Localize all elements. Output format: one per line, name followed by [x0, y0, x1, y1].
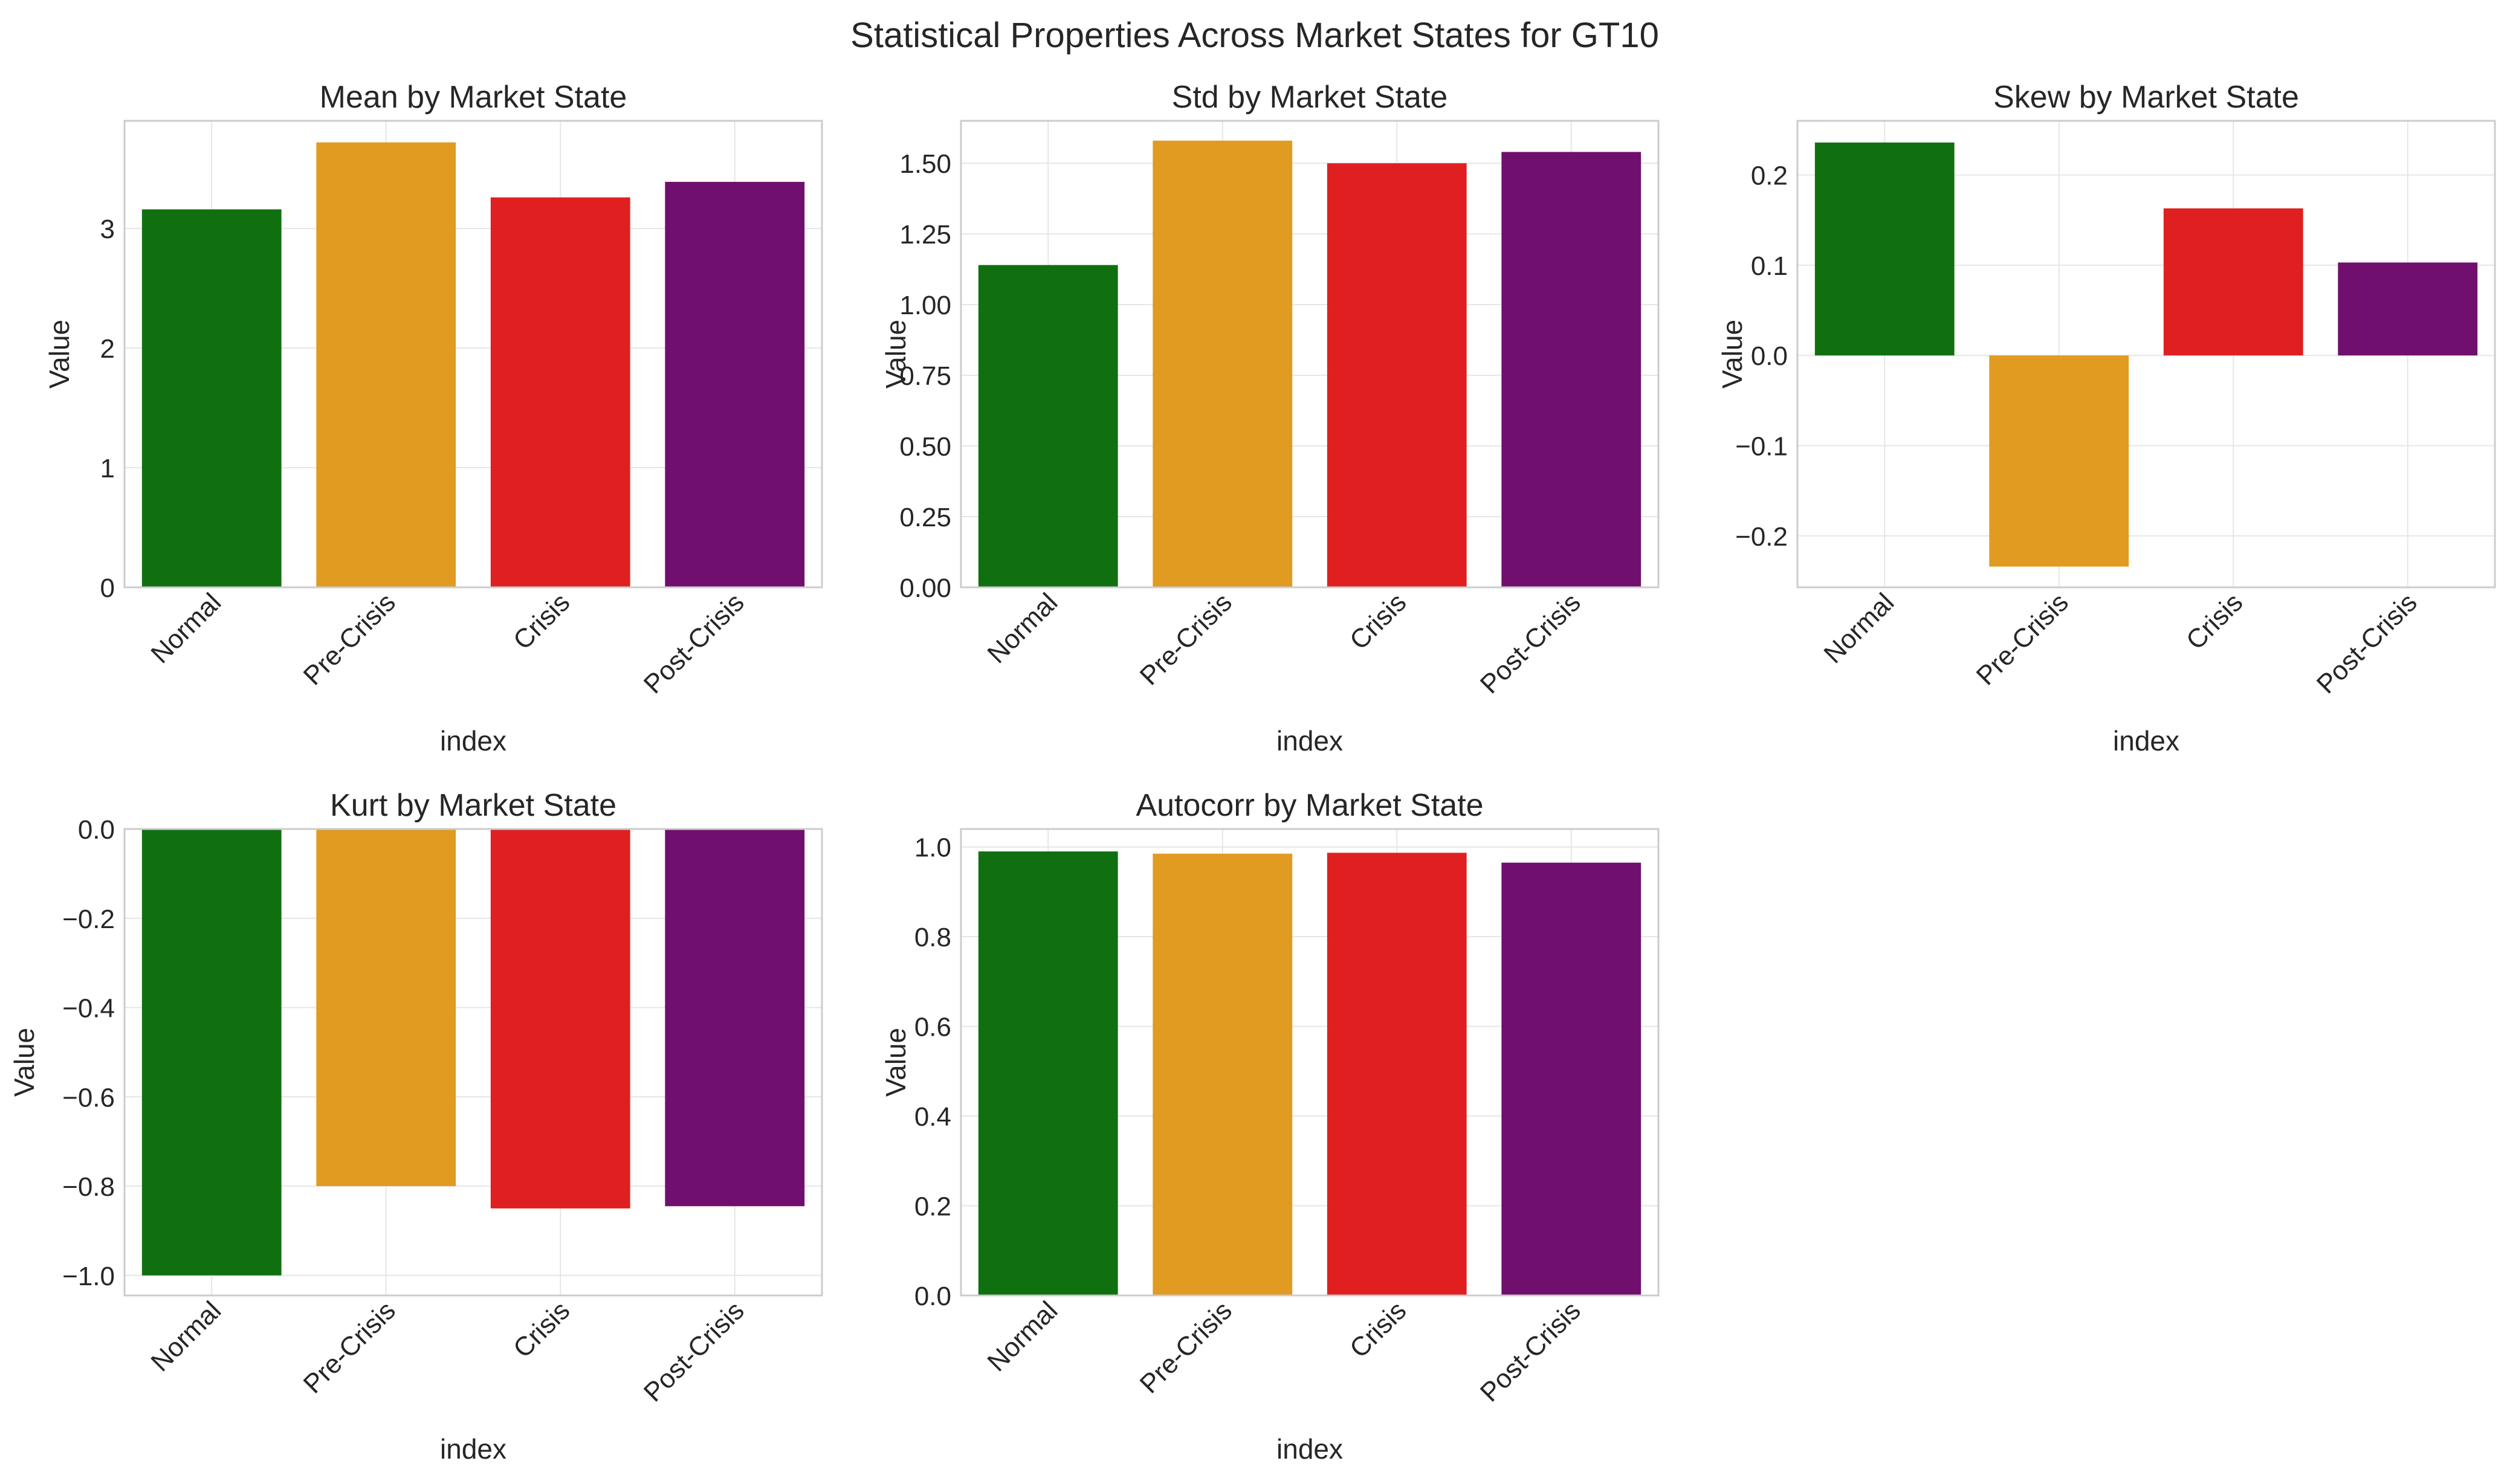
x-axis-label: index	[1276, 725, 1343, 757]
y-tick-label: 0.00	[899, 573, 951, 603]
y-tick-label: −0.8	[62, 1172, 115, 1202]
y-tick-label: 0.25	[899, 503, 951, 532]
y-tick-label: 3	[100, 215, 115, 244]
bar-post-crisis	[1501, 862, 1642, 1295]
y-tick-label: 0.50	[899, 432, 951, 462]
y-tick-label: 1.0	[914, 833, 951, 863]
bar-post-crisis	[2338, 262, 2478, 356]
bar-normal	[978, 851, 1118, 1295]
y-tick-label: 0.0	[78, 815, 115, 845]
y-tick-label: 1.50	[899, 149, 951, 179]
subplot-title: Kurt by Market State	[330, 788, 616, 823]
bar-pre-crisis	[316, 142, 456, 588]
bar-post-crisis	[665, 181, 805, 587]
axes-frame	[123, 828, 823, 1297]
y-tick-label: 0.2	[1751, 161, 1788, 191]
y-tick-label: 1.00	[899, 291, 951, 320]
y-tick-label: −1.0	[62, 1262, 115, 1291]
y-axis-label: Value	[1716, 320, 1748, 389]
y-tick-label: 0.8	[914, 923, 951, 952]
y-tick-label: 0.75	[899, 361, 951, 391]
y-axis-label: Value	[880, 320, 911, 389]
subplot-title: Mean by Market State	[320, 80, 627, 115]
y-tick-label: 1.25	[899, 220, 951, 250]
bar-pre-crisis	[1989, 355, 2129, 567]
x-axis-label: index	[440, 1433, 506, 1465]
bar-pre-crisis	[316, 829, 456, 1187]
x-axis-label: index	[2113, 725, 2179, 757]
subplot-title: Skew by Market State	[1993, 80, 2299, 115]
bar-normal	[141, 829, 282, 1276]
bar-post-crisis	[665, 829, 805, 1207]
x-axis-label: index	[440, 725, 506, 757]
bar-crisis	[490, 829, 630, 1208]
bar-crisis	[1327, 853, 1467, 1295]
y-tick-label: −0.1	[1735, 432, 1788, 462]
figure-suptitle: Statistical Properties Across Market Sta…	[850, 16, 1659, 55]
y-tick-label: 0.4	[914, 1102, 951, 1132]
y-tick-label: −0.6	[62, 1083, 115, 1112]
bar-normal	[141, 209, 282, 587]
y-tick-label: 0.0	[914, 1282, 951, 1311]
y-tick-label: 0.1	[1751, 251, 1788, 281]
axes-frame	[960, 828, 1660, 1297]
y-tick-label: 0.6	[914, 1013, 951, 1042]
y-tick-label: 0.0	[1751, 341, 1788, 371]
axes-frame	[1796, 120, 2496, 589]
y-axis-label: Value	[44, 320, 75, 389]
y-axis-label: Value	[8, 1028, 40, 1097]
y-axis-label: Value	[880, 1028, 911, 1097]
y-tick-label: 0	[100, 573, 115, 603]
bar-post-crisis	[1501, 152, 1642, 587]
y-tick-label: −0.2	[62, 905, 115, 934]
bar-pre-crisis	[1153, 853, 1293, 1295]
subplot-title: Autocorr by Market State	[1136, 788, 1483, 823]
bar-crisis	[1327, 163, 1467, 587]
y-tick-label: −0.4	[62, 994, 115, 1024]
bar-crisis	[490, 197, 630, 588]
subplot-title: Std by Market State	[1172, 80, 1448, 115]
bar-pre-crisis	[1153, 140, 1293, 587]
y-tick-label: 1	[100, 454, 115, 483]
y-tick-label: 2	[100, 334, 115, 364]
x-axis-label: index	[1276, 1433, 1343, 1465]
bar-normal	[978, 265, 1118, 588]
axes-frame	[960, 120, 1660, 589]
bar-normal	[1814, 142, 1955, 356]
axes-frame	[123, 120, 823, 589]
bar-crisis	[2163, 208, 2303, 356]
y-tick-label: −0.2	[1735, 522, 1788, 552]
y-tick-label: 0.2	[914, 1192, 951, 1222]
